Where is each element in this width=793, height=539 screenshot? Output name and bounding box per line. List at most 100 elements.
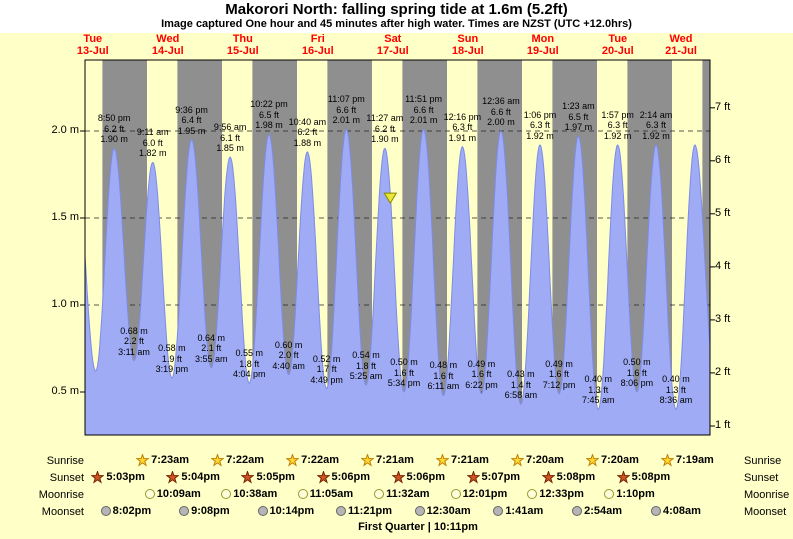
low-tide-label: 0.52 m 1.7 ft 4:49 pm [310, 353, 343, 385]
moonrise-event: 12:01pm [450, 487, 508, 501]
moonset-time: 2:54am [584, 505, 623, 517]
sunset-time: 5:06pm [331, 471, 371, 483]
sunrise-event: 7:20am [510, 453, 564, 467]
page-subtitle: Image captured One hour and 45 minutes a… [161, 18, 632, 30]
moonset-event: 8:02pm [100, 504, 151, 518]
day-label: Fri 16-Jul [301, 33, 334, 57]
sunset-star-icon [166, 470, 180, 484]
y-axis-label-ft: 2 ft [715, 365, 731, 378]
high-tide-label: 10:40 am 6.2 ft 1.88 m [288, 116, 327, 148]
moonset-time: 10:14pm [269, 505, 315, 517]
sunset-time: 5:06pm [406, 471, 446, 483]
low-tide-label: 0.50 m 1.6 ft 5:34 pm [387, 357, 421, 388]
sunrise-event: 7:23am [136, 453, 189, 467]
sunrise-star-icon [436, 453, 450, 467]
sunrise-time: 7:20am [600, 454, 639, 466]
moonrise-moon-icon [144, 489, 155, 499]
moonrise-time: 12:01pm [462, 488, 508, 500]
moonrise-event: 10:09am [144, 487, 201, 501]
moonrise-event: 11:32am [374, 487, 430, 501]
high-tide-label: 9:11 am 6.0 ft 1.82 m [136, 127, 169, 159]
low-tide-label: 0.49 m 1.6 ft 6:22 pm [465, 358, 498, 390]
high-tide-label: 1:06 pm 6.3 ft 1.92 m [523, 109, 557, 141]
moonrise-time: 11:32am [386, 488, 430, 500]
moon-phase-label: First Quarter | 10:11pm [358, 521, 478, 533]
tide-curve-line [84, 128, 711, 411]
sunrise-event: 7:22am [211, 453, 264, 467]
moonset-time: 9:08pm [191, 505, 230, 517]
moonrise-moon-icon [527, 489, 538, 499]
sunrise-star-icon [585, 453, 599, 467]
sunrise-time: 7:22am [301, 454, 339, 466]
moonrise-moon-icon [297, 489, 308, 499]
day-label: Wed 21-Jul [665, 33, 697, 57]
moonset-event: 2:54am [572, 504, 622, 518]
day-label: Sat 17-Jul [376, 33, 409, 57]
moonset-event: 11:21pm [336, 504, 392, 518]
day-label: Thu 15-Jul [226, 33, 259, 57]
plot-border [84, 59, 711, 436]
moonset-row-label-right: Moonset [744, 506, 787, 518]
moonset-moon-icon [336, 506, 347, 516]
high-tide-label: 9:56 am 6.1 ft 1.85 m [213, 122, 247, 154]
moonrise-time: 10:38am [233, 488, 278, 500]
sunset-event: 5:08pm [541, 470, 596, 484]
y-axis-label-m: 0.5 m [51, 385, 79, 397]
sunrise-event: 7:21am [361, 453, 414, 467]
low-tide-label: 0.68 m 2.2 ft 3:11 am [118, 325, 150, 357]
sunrise-time: 7:23am [151, 454, 190, 466]
sunrise-star-icon [211, 453, 225, 467]
moonrise-time: 11:05am [309, 488, 354, 500]
sunrise-row-label-right: Sunrise [744, 455, 782, 467]
sunrise-time: 7:21am [451, 454, 489, 466]
sunset-row-label-right: Sunset [744, 472, 779, 484]
low-tide-label: 0.48 m 1.6 ft 6:11 am [427, 360, 460, 392]
moonset-time: 11:21pm [348, 505, 393, 517]
sunset-star-icon [541, 470, 555, 484]
low-tide-label: 0.55 m 1.8 ft 4:04 pm [233, 348, 266, 380]
moonrise-event: 11:05am [297, 487, 354, 501]
sunset-time: 5:08pm [631, 471, 671, 483]
moonset-row-label-left: Moonset [41, 506, 84, 518]
y-axis-label-ft: 1 ft [715, 418, 731, 431]
moonrise-event: 10:38am [221, 487, 277, 501]
sunrise-time: 7:22am [226, 454, 264, 466]
sunrise-event: 7:20am [585, 453, 639, 467]
sunset-star-icon [316, 470, 330, 484]
tide-curve-area [85, 129, 710, 435]
moonrise-moon-icon [221, 489, 232, 499]
sunrise-star-icon [136, 453, 150, 467]
high-tide-label: 10:22 pm 6.5 ft 1.98 m [250, 99, 288, 131]
sunrise-star-icon [660, 453, 674, 467]
moonset-time: 4:08am [662, 505, 701, 517]
moonset-moon-icon [572, 506, 583, 516]
chart-header: Makorori North: falling spring tide at 1… [0, 0, 793, 33]
sunset-star-icon [466, 470, 480, 484]
moonset-moon-icon [179, 506, 190, 516]
moonset-event: 4:08am [650, 504, 701, 518]
low-tide-label: 0.54 m 1.8 ft 5:25 am [349, 350, 383, 382]
sunset-time: 5:08pm [556, 471, 596, 483]
low-tide-label: 0.60 m 2.0 ft 4:40 am [272, 339, 305, 371]
moonrise-time: 12:33pm [539, 488, 584, 500]
sunset-event: 5:05pm [241, 470, 295, 484]
y-axis-label-m: 1.5 m [51, 211, 79, 223]
y-axis-label-m: 1.0 m [51, 298, 79, 310]
low-tide-label: 0.50 m 1.6 ft 8:06 pm [620, 357, 654, 388]
sunset-star-icon [391, 470, 405, 484]
sunrise-star-icon [361, 453, 375, 467]
moonset-event: 10:14pm [257, 504, 315, 518]
moonrise-event: 12:33pm [527, 487, 584, 501]
high-tide-label: 12:36 am 6.6 ft 2.00 m [482, 96, 520, 127]
y-axis-label-ft: 4 ft [715, 259, 731, 272]
sunrise-star-icon [510, 453, 524, 467]
moonset-moon-icon [257, 506, 268, 516]
night-band [702, 60, 710, 435]
moonrise-time: 10:09am [156, 488, 201, 500]
sunset-event: 5:04pm [166, 470, 220, 484]
moonset-event: 1:41am [493, 504, 543, 518]
sunrise-time: 7:19am [675, 454, 714, 466]
y-axis-label-ft: 5 ft [715, 206, 731, 219]
y-axis-label-ft: 7 ft [715, 100, 731, 113]
